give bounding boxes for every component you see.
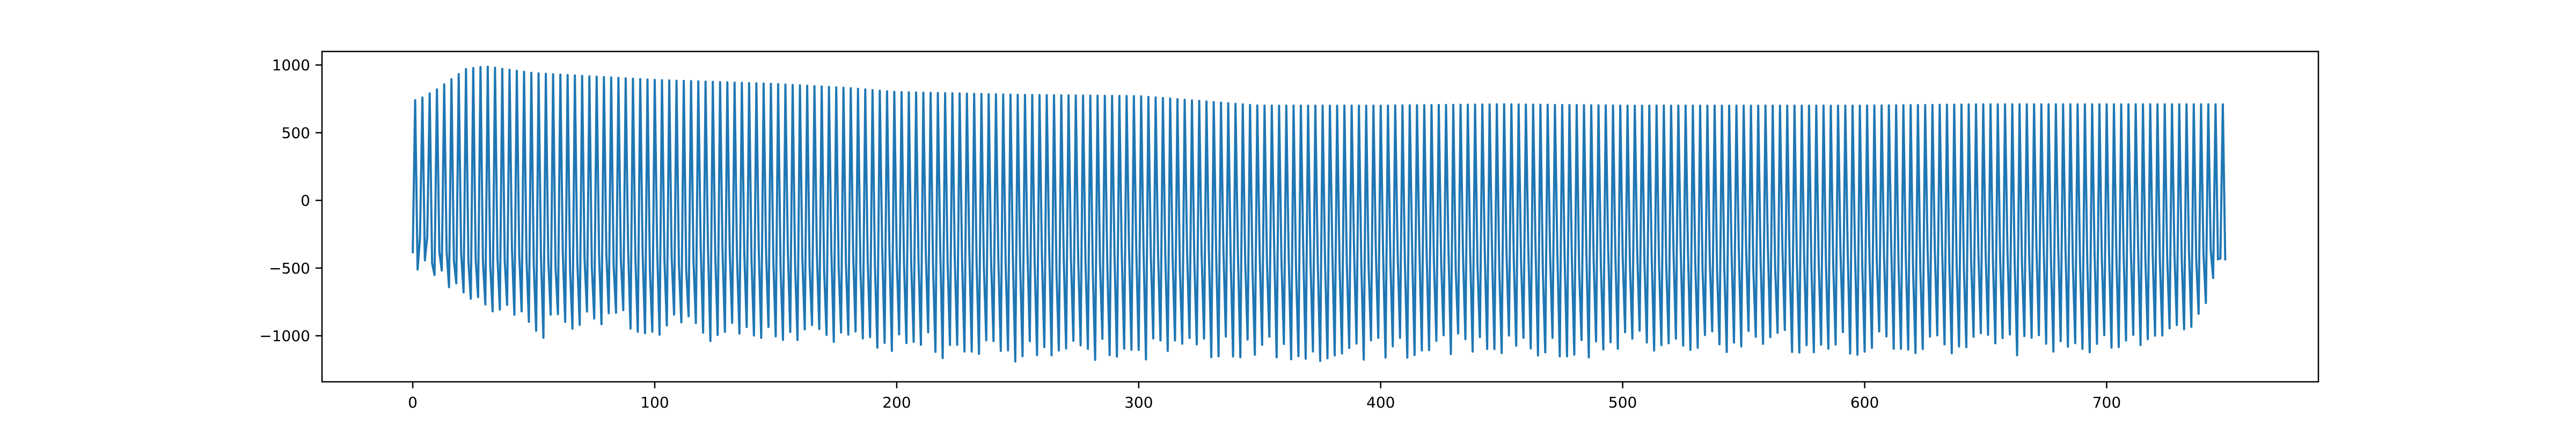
x-tick-label: 600 <box>1850 394 1879 411</box>
y-tick-label: −1000 <box>259 327 310 345</box>
axes: 0 100 200 300 400 500 600 700 −1000 −500 0 500 1000 <box>259 50 2319 411</box>
y-tick-label: −500 <box>269 260 310 277</box>
y-tick-label: 500 <box>282 124 310 142</box>
y-tick-label: 1000 <box>272 56 310 74</box>
series-line <box>412 65 2227 363</box>
x-tick-label: 0 <box>408 394 418 411</box>
x-tick-label: 400 <box>1366 394 1395 411</box>
x-tick-label: 500 <box>1608 394 1637 411</box>
series-layer <box>412 65 2227 363</box>
x-tick-label: 100 <box>640 394 669 411</box>
x-tick-label: 700 <box>2092 394 2121 411</box>
y-tick-label: 0 <box>301 192 310 210</box>
x-tick-label: 200 <box>882 394 911 411</box>
axes-frame <box>321 50 2319 383</box>
x-tick-label: 300 <box>1124 394 1153 411</box>
